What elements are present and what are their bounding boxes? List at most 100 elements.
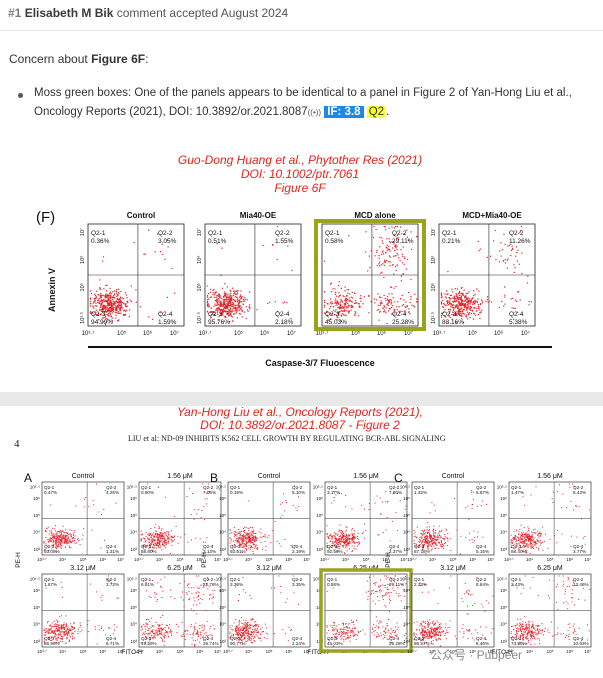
event-dot [474, 539, 476, 541]
event-dot [50, 530, 52, 532]
event-dot [235, 304, 237, 306]
event-dot [161, 631, 163, 633]
event-dot [260, 637, 261, 639]
event-dot [428, 546, 429, 548]
event-dot [343, 627, 345, 628]
event-dot [105, 284, 107, 286]
event-dot [242, 303, 244, 305]
event-dot [370, 250, 372, 252]
event-dot [490, 301, 493, 303]
event-dot [405, 307, 407, 309]
event-dot [469, 312, 471, 314]
event-dot [348, 235, 350, 237]
event-dot [504, 262, 506, 264]
x-tick-label: 10⁵ [234, 330, 244, 337]
event-dot [390, 600, 392, 602]
event-dot [51, 544, 53, 546]
event-dot [238, 313, 241, 315]
event-dot [377, 585, 379, 587]
event-dot [253, 547, 255, 549]
event-dot [360, 630, 361, 632]
event-dot [524, 533, 526, 535]
event-dot [394, 631, 396, 633]
event-dot [443, 538, 444, 540]
event-dot [326, 314, 328, 316]
event-dot [520, 547, 522, 549]
event-dot [108, 307, 110, 309]
event-dot [246, 624, 248, 626]
event-dot [221, 309, 223, 311]
event-dot [106, 318, 109, 320]
event-dot [244, 548, 246, 550]
comment-author[interactable]: Elisabeth M Bik [24, 6, 114, 20]
bottom-panel: ControlQ2-11.32%Q2-25.67%Q2-387.76%Q2-45… [400, 473, 495, 562]
top-panel: ControlQ2-10.36%Q2-23.05%Q2-394.99%Q2-41… [79, 211, 185, 337]
event-dot [463, 313, 465, 315]
event-dot [376, 636, 378, 638]
event-dot [331, 637, 333, 639]
event-dot [114, 301, 116, 303]
event-dot [43, 640, 45, 642]
event-dot [210, 634, 212, 636]
event-dot [108, 294, 110, 296]
event-dot [518, 542, 520, 544]
event-dot [254, 535, 256, 537]
event-dot [342, 295, 344, 297]
event-dot [264, 623, 266, 625]
event-dot [142, 546, 144, 547]
impact-factor-badge[interactable]: IF: 3.8 [324, 106, 364, 118]
event-dot [566, 507, 567, 509]
event-dot [69, 629, 71, 631]
event-dot [377, 633, 379, 635]
event-dot [248, 624, 250, 626]
event-dot [380, 513, 382, 515]
external-link-icon[interactable]: ((•)) [307, 108, 322, 117]
event-dot [143, 632, 145, 634]
y-tick-label: 10³ [316, 547, 323, 552]
event-dot [523, 527, 525, 529]
event-dot [126, 309, 128, 311]
event-dot [58, 538, 60, 540]
x-tick-label: 10⁵ [177, 557, 184, 562]
y-tick-label: 10⁶ [130, 496, 137, 501]
event-dot [162, 541, 164, 543]
x-tick-label: 10³·⁷ [316, 330, 329, 337]
event-dot [172, 540, 174, 542]
event-dot [336, 302, 339, 304]
event-dot [237, 633, 239, 635]
event-dot [389, 602, 390, 604]
event-dot [393, 309, 395, 311]
event-dot [527, 538, 529, 539]
event-dot [119, 301, 121, 303]
event-dot [63, 624, 65, 626]
event-dot [503, 233, 505, 235]
event-dot [346, 536, 348, 538]
event-dot [150, 542, 152, 544]
event-dot [466, 301, 468, 303]
event-dot [116, 626, 118, 628]
event-dot [345, 310, 347, 312]
comment-number[interactable]: #1 [8, 6, 22, 20]
event-dot [66, 539, 68, 541]
event-dot [233, 307, 235, 309]
event-dot [542, 549, 544, 551]
group-y-axis-label: PE-H [15, 552, 22, 568]
x-tick-label: 10⁷ [117, 649, 124, 654]
quartile-badge[interactable]: Q2 [366, 106, 387, 118]
event-dot [71, 541, 73, 543]
event-dot [241, 636, 243, 638]
x-tick-label: 10⁷ [400, 557, 407, 562]
event-dot [335, 539, 337, 541]
event-dot [59, 616, 61, 618]
event-dot [195, 622, 197, 624]
event-dot [206, 305, 209, 307]
event-dot [47, 621, 49, 622]
event-dot [222, 314, 224, 316]
event-dot [140, 629, 142, 631]
event-dot [511, 248, 513, 250]
event-dot [472, 491, 474, 493]
event-dot [106, 310, 108, 312]
event-dot [105, 290, 107, 292]
event-dot [162, 532, 164, 534]
event-dot [229, 301, 231, 303]
